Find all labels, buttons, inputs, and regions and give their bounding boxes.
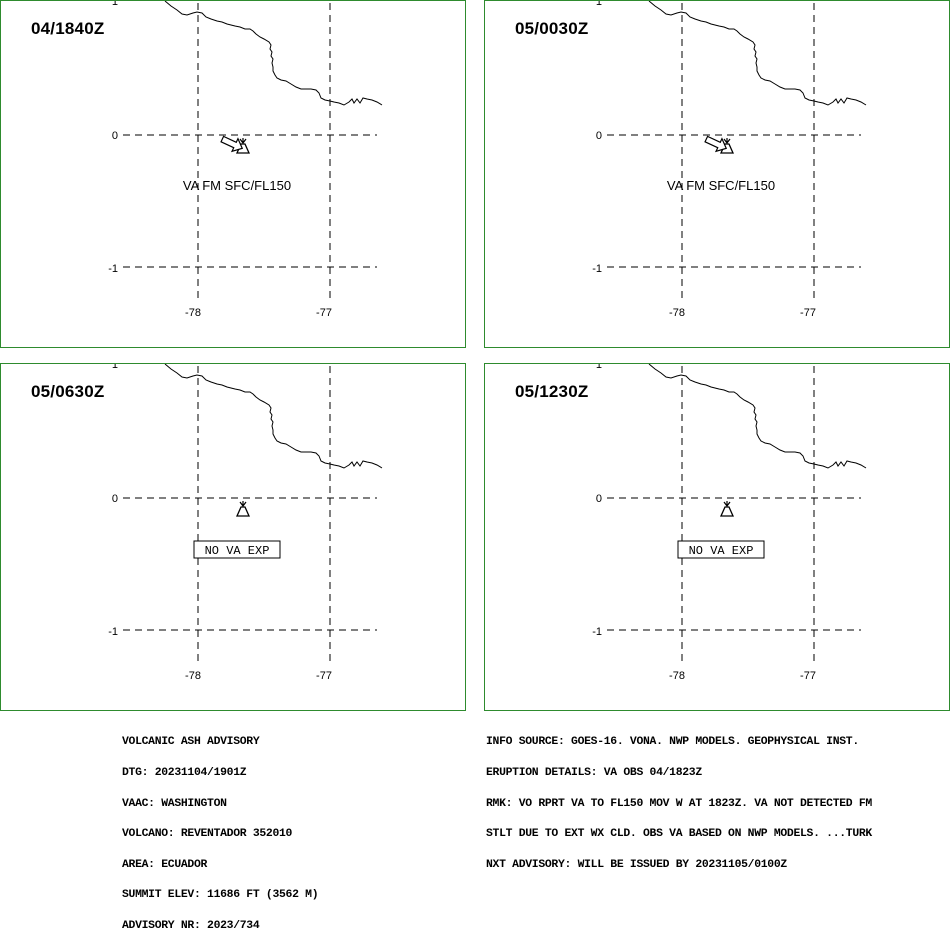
longitude-label: -78 [669,307,685,319]
panel-time: 05/1230Z [515,382,589,401]
longitude-label: -78 [185,670,201,682]
latitude-label: 0 [596,130,602,142]
advisory-line: AREA: ECUADOR [122,858,208,871]
advisory-line: VOLCANO: REVENTADOR 352010 [122,828,293,841]
latitude-label: -1 [592,263,602,275]
volcano-icon [235,501,251,517]
forecast-panel-4: 1 0 -1 -78 -77 NO VA EXP 05/1230Z [484,363,950,711]
latitude-label: -1 [108,626,118,638]
ash-extent-label: VA FM SFC/FL150 [667,178,775,193]
no-ash-expected-label: NO VA EXP [193,540,281,559]
ash-movement-arrow-icon [704,135,728,153]
no-ash-expected-label: NO VA EXP [677,540,765,559]
ash-movement-arrow-icon [220,135,244,153]
map-canvas: 1 0 -1 -78 -77 NO VA EXP [592,364,867,682]
advisory-line: SUMMIT ELEV: 11686 FT (3562 M) [122,889,319,902]
latitude-label: -1 [592,626,602,638]
advisory-line: NXT ADVISORY: WILL BE ISSUED BY 20231105… [486,858,787,871]
advisory-line: VOLCANIC ASH ADVISORY [122,736,260,749]
longitude-label: -77 [800,670,816,682]
map-canvas: 1 0 -1 -78 -77 VA FM SFC/FL150 [592,1,867,319]
longitude-label: -77 [800,307,816,319]
volcano-icon [719,501,735,517]
coastline [164,364,383,469]
latitude-label: 1 [112,364,118,371]
latitude-label: -1 [108,263,118,275]
advisory-line: INFO SOURCE: GOES-16. VONA. NWP MODELS. … [486,736,859,749]
latitude-label: 0 [112,493,118,505]
svg-text:NO VA EXP: NO VA EXP [205,544,270,558]
latitude-label: 0 [596,493,602,505]
advisory-line: ADVISORY NR: 2023/734 [122,919,260,932]
forecast-panel-3: 1 0 -1 -78 -77 NO VA EXP 05/0630Z [0,363,466,711]
longitude-label: -78 [669,670,685,682]
map-canvas: 1 0 -1 -78 -77 NO VA EXP [108,364,383,682]
advisory-line: VAAC: WASHINGTON [122,797,227,810]
coastline [648,1,867,106]
longitude-label: -77 [316,670,332,682]
latitude-label: 1 [112,1,118,8]
latitude-label: 1 [596,364,602,371]
coastline [648,364,867,469]
latitude-label: 1 [596,1,602,8]
map-canvas: 1 0 -1 -78 -77 VA FM SFC/FL150 [108,1,383,319]
longitude-label: -77 [316,307,332,319]
advisory-line: ERUPTION DETAILS: VA OBS 04/1823Z [486,767,702,779]
coastline [164,1,383,106]
panel-time: 05/0030Z [515,19,589,38]
advisory-text-left: VOLCANIC ASH ADVISORY DTG: 20231104/1901… [122,717,319,941]
advisory-line: DTG: 20231104/1901Z [122,767,247,779]
advisory-line: STLT DUE TO EXT WX CLD. OBS VA BASED ON … [486,828,872,841]
panel-time: 04/1840Z [31,19,105,38]
forecast-panel-2: 1 0 -1 -78 -77 VA FM SFC/FL150 05/0030Z [484,0,950,348]
ash-extent-label: VA FM SFC/FL150 [183,178,291,193]
svg-text:NO VA EXP: NO VA EXP [689,544,754,558]
advisory-text-right: INFO SOURCE: GOES-16. VONA. NWP MODELS. … [486,717,872,880]
latitude-label: 0 [112,130,118,142]
forecast-panel-1: 1 0 -1 -78 -77 VA FM SFC/FL150 04/1840Z [0,0,466,348]
panel-time: 05/0630Z [31,382,105,401]
longitude-label: -78 [185,307,201,319]
advisory-line: RMK: VO RPRT VA TO FL150 MOV W AT 1823Z.… [486,797,872,810]
